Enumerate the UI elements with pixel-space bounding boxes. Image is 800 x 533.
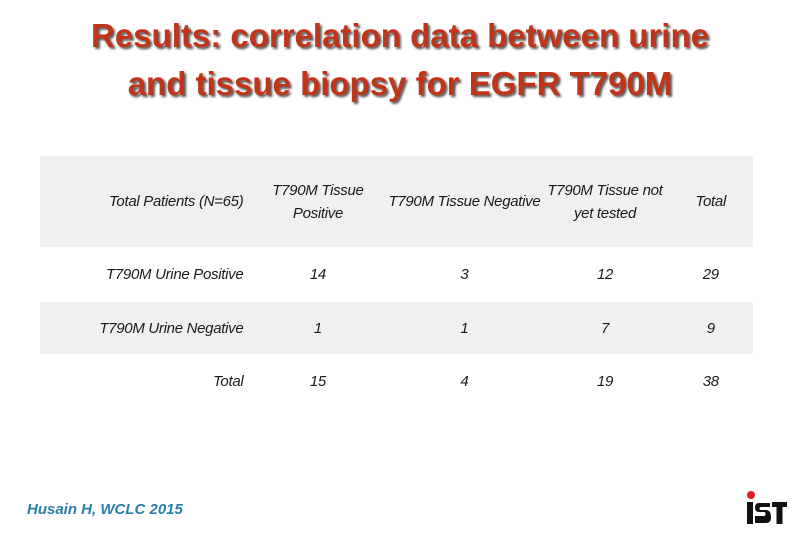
table-cell: 29	[702, 266, 719, 283]
logo-letter-s	[755, 503, 771, 523]
header-tissue-not-tested: T790M Tissue not yet tested	[547, 181, 663, 222]
slide-title: Results: correlation data between urine …	[0, 12, 800, 108]
table-row: Total 15 4 19 38	[40, 354, 753, 408]
header-total-patients: Total Patients (N=65)	[108, 193, 244, 210]
table-row: T790M Urine Negative 1 1 7 9	[40, 302, 753, 354]
header-tissue-negative: T790M Tissue Negative	[388, 193, 541, 210]
row-label: Total	[212, 372, 244, 390]
table-cell: 12	[596, 266, 614, 283]
table-header-row: Total Patients (N=65) T790M Tissue Posit…	[40, 156, 753, 247]
table-cell: 3	[460, 266, 469, 283]
citation: Husain H, WCLC 2015	[27, 501, 183, 518]
table-row: T790M Urine Positive 14 3 12 29	[40, 247, 753, 302]
table-cell: 7	[600, 319, 609, 337]
logo-letter-t-stem	[776, 502, 783, 524]
table-cell: 1	[313, 319, 322, 337]
header-total: Total	[695, 193, 727, 210]
table-cell: 9	[706, 319, 715, 337]
header-tissue-positive: T790M Tissue Positive	[272, 181, 364, 222]
table-cell: 1	[460, 319, 469, 337]
ist-logo	[747, 491, 787, 524]
table-cell: 4	[460, 372, 469, 390]
table-cell: 38	[702, 372, 719, 390]
row-label: T790M Urine Positive	[106, 266, 244, 283]
slide-title-line-2: and tissue biopsy for EGFR T790M	[127, 65, 673, 102]
table-cell: 19	[596, 372, 614, 390]
table-cell: 15	[309, 372, 326, 390]
table-cell: 14	[309, 266, 326, 283]
logo-red-dot	[747, 491, 755, 499]
slide-title-line-1: Results: correlation data between urine	[91, 17, 709, 54]
row-label: T790M Urine Negative	[99, 319, 244, 337]
logo-letter-i	[747, 502, 753, 524]
results-table: Total Patients (N=65) T790M Tissue Posit…	[40, 156, 753, 408]
